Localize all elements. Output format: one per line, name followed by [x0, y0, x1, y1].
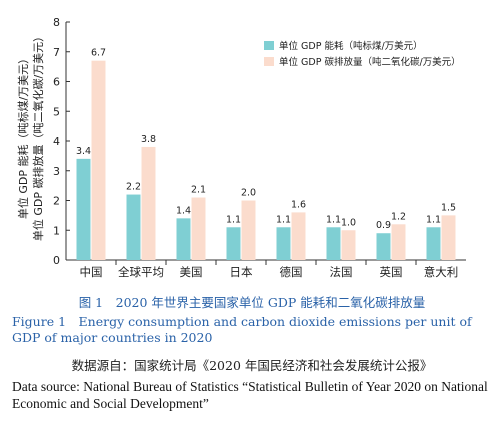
data-label: 3.8 [141, 134, 156, 145]
figure-caption-zh: 图 1 2020 年世界主要国家单位 GDP 能耗和二氧化碳排放量 [78, 295, 426, 310]
legend: 单位 GDP 能耗（吨标煤/万美元） 单位 GDP 碳排放量（吨二氧化碳/万美元… [264, 40, 461, 68]
data-label: 1.4 [176, 205, 191, 216]
y-tick-label: 6 [53, 76, 60, 89]
bar-carbon [391, 224, 406, 260]
data-label: 2.2 [126, 182, 141, 193]
legend-label-carbon: 单位 GDP 碳排放量（吨二氧化碳/万美元） [279, 56, 461, 68]
y-tick-label: 3 [53, 165, 60, 178]
data-source-en: Data source: National Bureau of Statisti… [12, 379, 488, 411]
bar-energy [326, 227, 341, 260]
y-tick-label: 8 [53, 16, 60, 29]
y-tick-label: 7 [53, 46, 60, 59]
legend-label-energy: 单位 GDP 能耗（吨标煤/万美元） [279, 40, 423, 52]
y-tick-label: 5 [53, 105, 60, 118]
bar-carbon [91, 60, 106, 260]
legend-swatch-carbon [264, 57, 274, 66]
bar-carbon [441, 215, 456, 260]
x-tick-label: 意大利 [424, 265, 459, 279]
bar-energy [176, 218, 191, 260]
y-axis-title: 单位 GDP 能耗（吨标煤/万美元） 单位 GDP 碳排放量（吨二氧化碳/万美元… [16, 31, 45, 241]
bar-energy [126, 194, 141, 260]
data-label: 1.6 [291, 199, 306, 210]
data-labels: 3.46.72.23.81.42.11.12.01.11.61.1 1.0 0.91… [76, 48, 456, 232]
y-tick-label: 4 [53, 135, 60, 148]
category-labels: 中国 全球平均 美国 日本 德国 法国 英国 意大利 [80, 265, 459, 279]
bar-energy [76, 158, 91, 260]
bar-carbon [141, 146, 156, 260]
bar-energy [426, 227, 441, 260]
data-label: 1.0 [341, 217, 356, 228]
data-label: 2.0 [241, 188, 256, 199]
data-label: 1.1 [426, 214, 441, 225]
figure-caption-en: Figure 1 Energy consumption and carbon d… [12, 314, 472, 345]
y-tick-label: 1 [53, 224, 60, 237]
x-tick-label: 英国 [380, 265, 403, 279]
x-tick-label: 日本 [230, 265, 253, 279]
x-tick-label: 德国 [280, 265, 303, 279]
bars [76, 60, 456, 260]
data-label: 1.2 [391, 211, 406, 222]
data-source-zh: 数据源自：国家统计局《2020 年国民经济和社会发展统计公报》 [71, 358, 433, 373]
data-label: 1.1 [226, 214, 241, 225]
bar-energy [376, 233, 391, 260]
y-tick-label: 2 [53, 195, 60, 208]
data-label: 0.9 [376, 220, 391, 231]
y-tick-label: 0 [53, 254, 60, 267]
legend-swatch-energy [264, 41, 274, 50]
bar-carbon [341, 230, 356, 260]
x-tick-label: 法国 [330, 265, 353, 279]
data-label: 1.5 [441, 202, 456, 213]
bar-carbon [191, 197, 206, 260]
x-tick-label: 中国 [80, 265, 103, 279]
x-tick-label: 全球平均 [118, 265, 164, 279]
y-axis-label-line-1: 单位 GDP 能耗（吨标煤/万美元） [16, 53, 30, 219]
bar-energy [226, 227, 241, 260]
data-label: 6.7 [91, 48, 106, 59]
data-label: 1.1 [326, 214, 341, 225]
y-axis-label-line-2: 单位 GDP 碳排放量（吨二氧化碳/万美元） [31, 31, 45, 241]
bar-energy [276, 227, 291, 260]
x-tick-label: 美国 [180, 265, 203, 279]
bar-carbon [241, 200, 256, 260]
bar-carbon [291, 212, 306, 260]
data-label: 1.1 [276, 214, 291, 225]
bar-chart: 单位 GDP 能耗（吨标煤/万美元） 单位 GDP 碳排放量（吨二氧化碳/万美元… [16, 16, 466, 279]
data-label: 2.1 [191, 185, 206, 196]
data-label: 3.4 [76, 146, 91, 157]
